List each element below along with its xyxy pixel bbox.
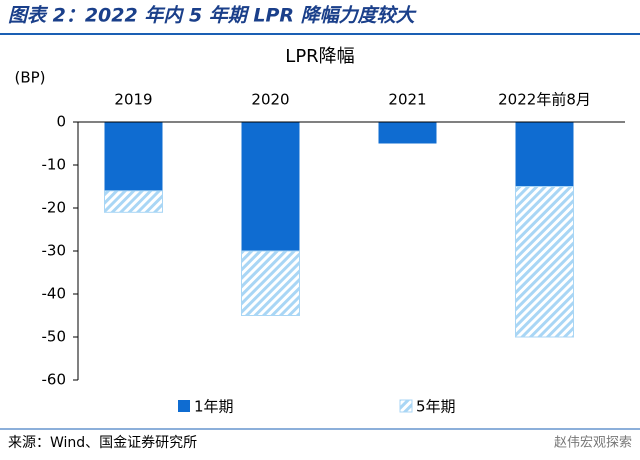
legend-swatch [399, 399, 413, 413]
y-tick-label: 0 [56, 113, 66, 131]
chart-title: LPR降幅 [285, 46, 354, 67]
y-axis-label: (BP) [14, 69, 45, 87]
x-tick-label: 2022年前8月 [498, 91, 591, 109]
watermark: 赵伟宏观探索 [554, 436, 632, 451]
bar [515, 122, 574, 187]
legend-label: 1年期 [194, 398, 234, 416]
y-tick-label: -10 [42, 156, 67, 174]
legend-label: 5年期 [416, 398, 456, 416]
y-tick-label: -50 [42, 328, 67, 346]
x-tick-label: 2021 [388, 91, 426, 109]
x-tick-label: 2019 [114, 91, 152, 109]
y-tick-label: -60 [42, 371, 67, 389]
bar [104, 122, 163, 191]
source: 来源：Wind、国金证券研究所 [8, 435, 197, 451]
y-tick-label: -40 [42, 285, 67, 303]
x-tick-label: 2020 [251, 91, 289, 109]
y-tick-label: -20 [42, 199, 67, 217]
bar [104, 190, 163, 213]
bar [515, 186, 574, 338]
bar [241, 122, 300, 251]
page-title: 图表 2：2022 年内 5 年期 LPR 降幅力度较大 [8, 5, 417, 27]
bar [378, 122, 437, 144]
bar [241, 250, 300, 316]
legend-swatch [178, 400, 190, 412]
y-tick-label: -30 [42, 242, 67, 260]
